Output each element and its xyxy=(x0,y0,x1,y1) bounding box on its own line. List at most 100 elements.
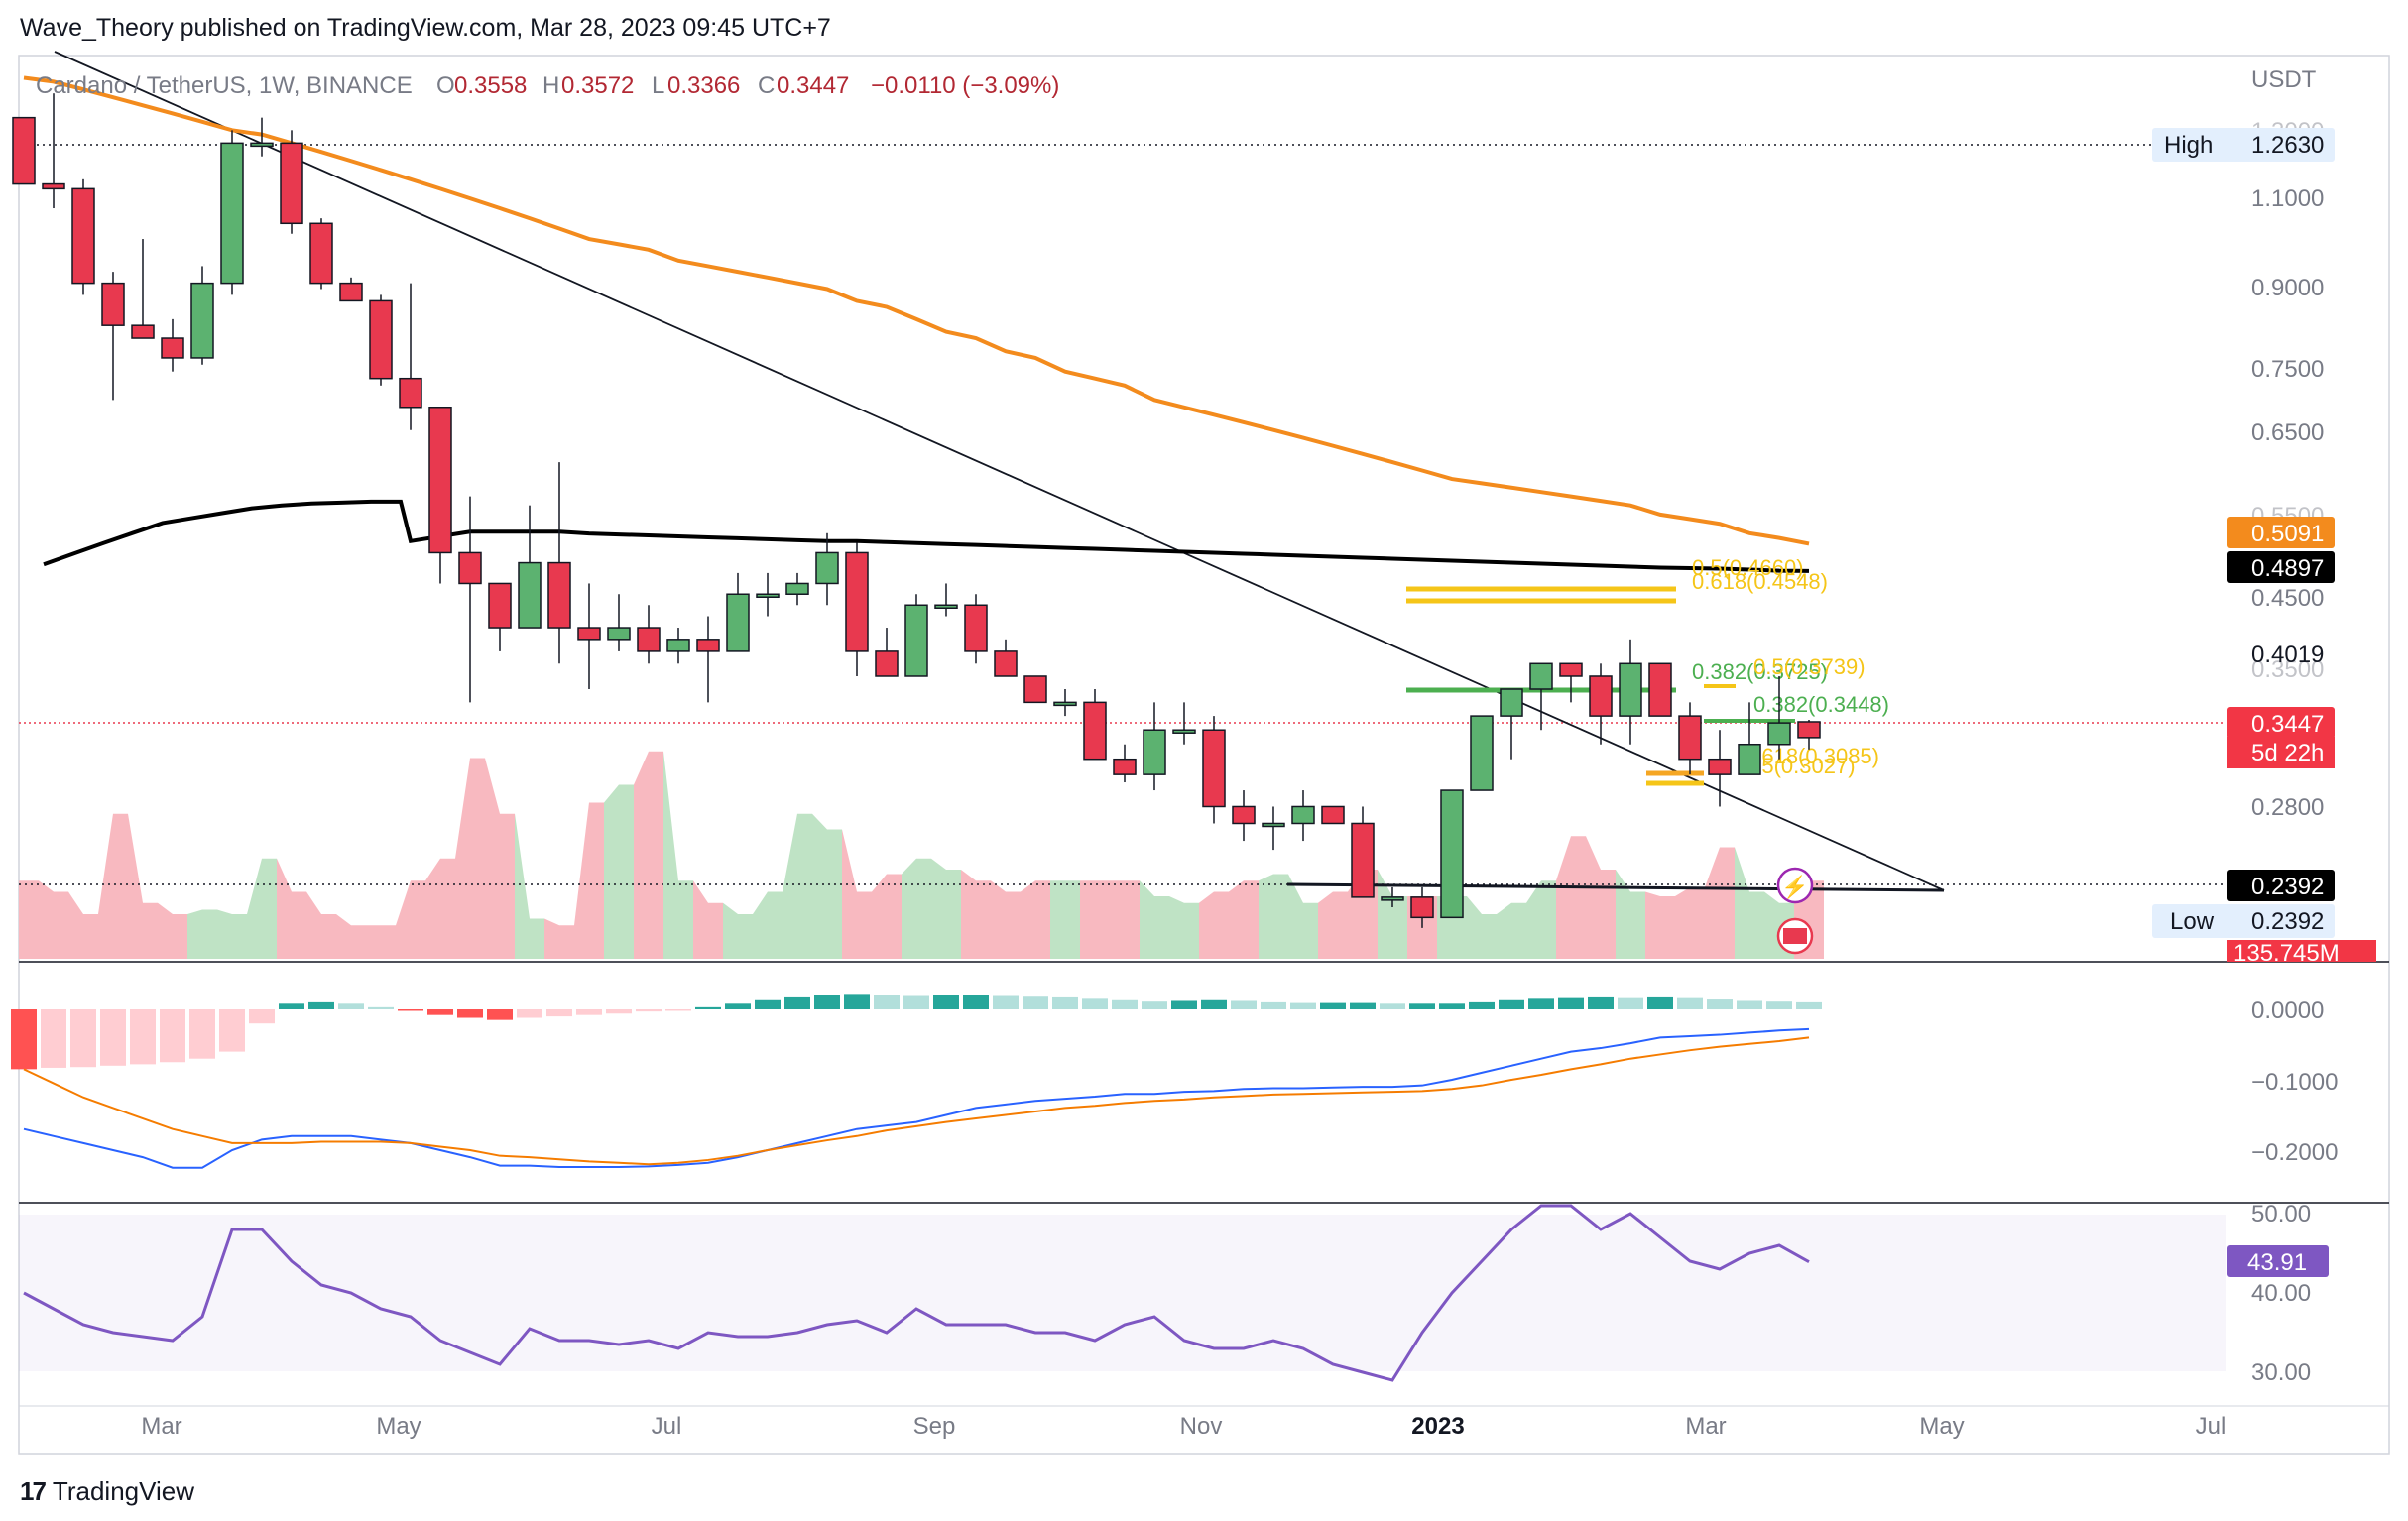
macd-histogram-bar xyxy=(487,1009,513,1020)
legend-open-label: O xyxy=(436,72,455,99)
volume-segment xyxy=(753,891,783,959)
volume-segment xyxy=(872,874,902,959)
support-line xyxy=(1286,882,1945,892)
volume-segment xyxy=(902,858,931,959)
macd-histogram-bar xyxy=(1320,1002,1346,1009)
macd-histogram-bar xyxy=(1171,1000,1197,1009)
macd-histogram-bar xyxy=(1023,996,1048,1009)
candle-body xyxy=(488,582,512,629)
macd-histogram-bar xyxy=(1796,1001,1822,1009)
publisher-caption: Wave_Theory published on TradingView.com… xyxy=(20,14,831,42)
volume-segment xyxy=(842,829,872,959)
fib-label-382: 0.382(0.3448) xyxy=(1753,692,1889,717)
volume-segment xyxy=(1229,880,1259,959)
time-tick: Mar xyxy=(1685,1413,1726,1440)
volume-segment xyxy=(306,891,336,959)
axes-layer: USDT 1.1000 0.9000 0.7500 0.6500 0.4500 0.2800… xyxy=(141,66,2376,1440)
volume-segment xyxy=(693,880,723,959)
countdown-tag: 5d 22h xyxy=(2251,740,2324,766)
time-tick: Mar xyxy=(141,1413,181,1440)
low-tag-value: 0.2392 xyxy=(2251,908,2324,935)
candle-body xyxy=(399,377,422,409)
volume-segment xyxy=(19,880,39,959)
countdown-bg xyxy=(2227,737,2335,768)
time-tick: Sep xyxy=(913,1413,956,1440)
footer-brand[interactable]: TradingView xyxy=(52,1476,194,1506)
macd-histogram-bar xyxy=(1439,1003,1465,1009)
macd-histogram-bar xyxy=(1142,1001,1167,1009)
macd-histogram-bar xyxy=(725,1003,751,1009)
rsi-tick: 30.00 xyxy=(2251,1359,2311,1386)
candle-body xyxy=(1440,789,1464,919)
candle-body xyxy=(1500,688,1523,717)
candle-body xyxy=(42,182,65,190)
macd-histogram-bar xyxy=(1290,1002,1316,1009)
macd-histogram-bar xyxy=(1647,996,1673,1009)
volume-segment xyxy=(277,858,306,959)
high-tag-label: High xyxy=(2164,132,2213,159)
guide-lines xyxy=(19,51,2226,892)
macd-histogram-bar xyxy=(665,1009,691,1011)
tradingview-logo-icon: 17 xyxy=(20,1476,47,1506)
macd-histogram-bar xyxy=(1528,998,1554,1009)
price-tick: 1.1000 xyxy=(2251,185,2324,212)
volume-segment xyxy=(1586,836,1616,959)
candle-body xyxy=(1202,729,1226,808)
candle-body xyxy=(339,282,363,302)
candle-body xyxy=(1262,822,1285,828)
legend-low-value: 0.3366 xyxy=(667,72,740,99)
time-tick: May xyxy=(376,1413,421,1440)
candles-layer: ⚡ xyxy=(12,93,1821,955)
macd-histogram-bar xyxy=(695,1006,721,1009)
volume-segment xyxy=(1259,874,1288,959)
candle-body xyxy=(1053,701,1077,707)
candle-body xyxy=(1767,722,1791,746)
candle-body xyxy=(785,582,809,595)
price-tick: 0.9000 xyxy=(2251,275,2324,301)
time-tick: 2023 xyxy=(1411,1413,1464,1440)
macd-histogram-bar xyxy=(279,1003,304,1009)
candle-body xyxy=(934,604,958,610)
fib-label-top-b: 0.618(0.4548) xyxy=(1692,569,1828,594)
price-tick: 0.6500 xyxy=(2251,419,2324,446)
fib-label-05-low: 0.5(0.3027) xyxy=(1744,754,1856,778)
volume-segment xyxy=(39,880,68,959)
price-tick-partial: 0.3500 xyxy=(2251,656,2324,683)
volume-segment xyxy=(68,891,98,959)
macd-histogram-bar xyxy=(130,1009,156,1065)
macd-histogram-bar xyxy=(1082,998,1108,1009)
macd-histogram-bar xyxy=(1766,1001,1792,1009)
volume-segment xyxy=(217,909,247,959)
volume-segment xyxy=(544,918,574,959)
volume-segment xyxy=(247,858,277,959)
resistance-value: 0.4019 xyxy=(2251,642,2324,668)
candle-body xyxy=(1351,822,1375,898)
candle-body xyxy=(161,337,184,359)
macd-histogram-bar xyxy=(576,1009,602,1015)
candle-body xyxy=(518,561,542,629)
us-flag-shape xyxy=(1783,928,1807,944)
legend-symbol[interactable]: Cardano / TetherUS, 1W, BINANCE xyxy=(36,72,413,99)
volume-segment xyxy=(961,870,991,959)
macd-histogram-bar xyxy=(41,1009,66,1068)
macd-layer xyxy=(11,994,1822,1169)
ema-line xyxy=(23,75,1810,546)
macd-histogram-bar xyxy=(903,995,929,1009)
legend-open-value: 0.3558 xyxy=(454,72,527,99)
candle-body xyxy=(666,639,690,652)
volume-segment xyxy=(1645,891,1675,959)
macd-histogram-bar xyxy=(784,996,810,1009)
volume-segment xyxy=(991,880,1021,959)
rsi-layer xyxy=(23,1204,1810,1382)
high-tag-value: 1.2630 xyxy=(2251,132,2324,159)
macd-histogram-bar xyxy=(1380,1003,1405,1009)
support-tag-bg xyxy=(2227,870,2335,901)
candle-body xyxy=(101,282,125,326)
volume-segment xyxy=(1735,847,1764,959)
volume-segment xyxy=(1497,902,1526,959)
downtrend-line xyxy=(54,51,1945,891)
candle-body xyxy=(369,299,393,380)
candle-body xyxy=(1619,662,1642,717)
macd-histogram-bar xyxy=(1112,999,1138,1009)
